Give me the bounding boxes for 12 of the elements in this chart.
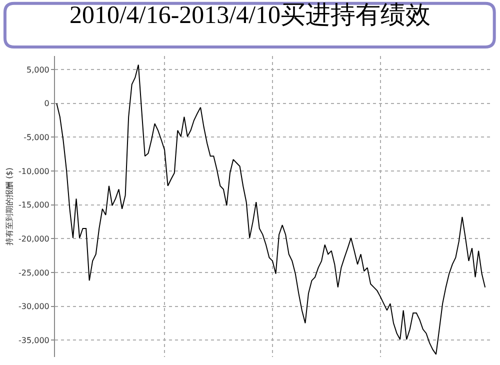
- y-tick-label: -35,000: [18, 336, 50, 345]
- y-tick-label: -10,000: [18, 166, 50, 176]
- line-series: [56, 64, 486, 355]
- y-tick-label: -5,000: [24, 132, 50, 142]
- chart-title: 2010/4/16-2013/4/10买进持有绩效: [69, 2, 431, 29]
- y-tick-label: -25,000: [18, 268, 50, 278]
- y-tick-label: 0: [44, 99, 50, 108]
- y-tick-label: -15,000: [18, 200, 50, 210]
- y-tick-label: 5,000: [26, 65, 50, 74]
- y-tick-label: -30,000: [18, 302, 50, 312]
- y-axis-title: 持有至到期的报酬 ($): [5, 168, 14, 246]
- y-tick-label: -20,000: [18, 234, 50, 244]
